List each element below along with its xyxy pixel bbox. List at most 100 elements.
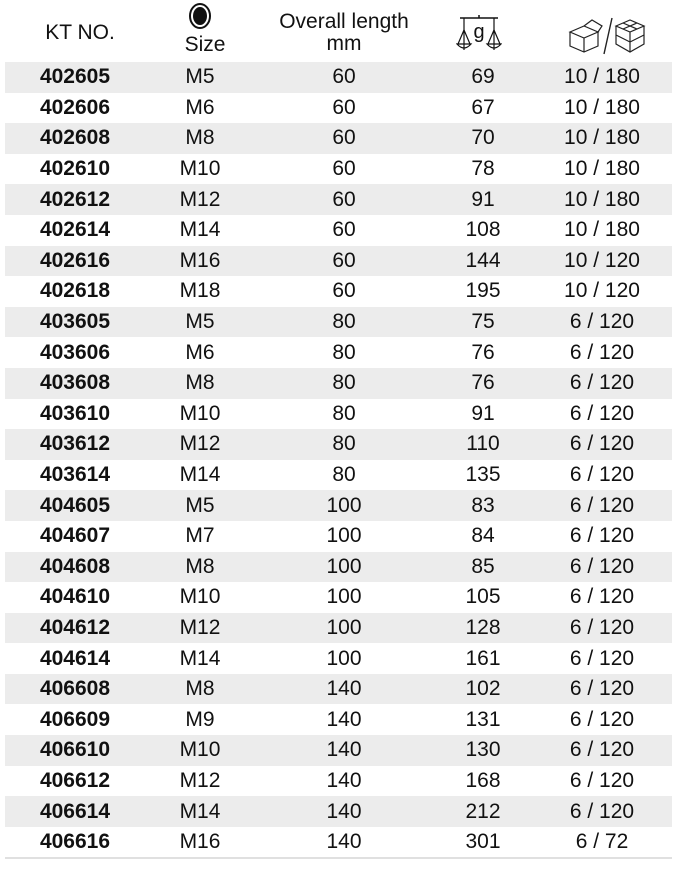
cell-packing: 10 / 180: [564, 157, 640, 181]
cell-size: M12: [179, 768, 221, 792]
cell-weight: 168: [465, 768, 501, 792]
cell-kt-no: 404608: [39, 554, 111, 578]
cell-size: M8: [185, 677, 215, 701]
cell-size: M6: [185, 340, 215, 364]
table-row: 404608 M8 100 85 6 / 120: [5, 551, 672, 583]
cell-packing: 6 / 120: [569, 738, 635, 762]
cell-packing: 10 / 180: [564, 126, 640, 150]
header-length-line2: mm: [326, 32, 362, 55]
cell-weight: 83: [471, 493, 495, 517]
cell-overall-length: 60: [332, 95, 356, 119]
cell-kt-no: 404612: [39, 615, 111, 639]
cell-kt-no: 406610: [39, 738, 111, 762]
cell-weight: 75: [471, 310, 495, 334]
cell-size: M10: [179, 585, 221, 609]
cell-packing: 6 / 72: [575, 830, 629, 854]
header-kt-no: KT NO.: [45, 21, 115, 44]
cell-overall-length: 80: [332, 310, 356, 334]
cell-kt-no: 406609: [39, 707, 111, 731]
cell-size: M10: [179, 738, 221, 762]
cell-overall-length: 100: [326, 646, 362, 670]
cell-weight: 76: [471, 340, 495, 364]
header-size: Size: [184, 33, 226, 56]
cell-kt-no: 402614: [39, 218, 111, 242]
cell-size: M14: [179, 218, 221, 242]
cell-packing: 6 / 120: [569, 432, 635, 456]
cell-overall-length: 80: [332, 432, 356, 456]
table-row: 406610 M10 140 130 6 / 120: [5, 735, 672, 766]
cell-weight: 67: [471, 95, 495, 119]
cell-weight: 85: [471, 554, 495, 578]
cell-packing: 10 / 120: [564, 279, 640, 303]
cell-size: M5: [185, 310, 215, 334]
table-row: 403612 M12 80 110 6 / 120: [5, 429, 672, 460]
table-row: 402605 M5 60 69 10 / 180: [5, 62, 672, 93]
table-row: 404612 M12 100 128 6 / 120: [5, 612, 672, 644]
cell-weight: 108: [465, 218, 501, 242]
cell-packing: 6 / 120: [569, 799, 635, 823]
cell-kt-no: 402608: [39, 126, 111, 150]
cell-packing: 6 / 120: [569, 768, 635, 792]
table-header: KT NO. Size Overall length mm g: [0, 0, 677, 62]
cell-size: M10: [179, 157, 221, 181]
table-row: 406612 M12 140 168 6 / 120: [5, 766, 672, 797]
cell-packing: 10 / 180: [564, 95, 640, 119]
svg-text:g: g: [473, 21, 484, 43]
cell-kt-no: 403610: [39, 401, 111, 425]
cell-packing: 10 / 180: [564, 187, 640, 211]
cell-weight: 78: [471, 157, 495, 181]
cell-packing: 6 / 120: [569, 340, 635, 364]
cell-kt-no: 406612: [39, 768, 111, 792]
cell-packing: 6 / 120: [569, 646, 635, 670]
cell-kt-no: 406608: [39, 677, 111, 701]
cell-packing: 10 / 120: [564, 248, 640, 272]
cell-packing: 6 / 120: [569, 615, 635, 639]
table-row: 406609 M9 140 131 6 / 120: [5, 704, 672, 735]
table-row: 406614 M14 140 212 6 / 120: [5, 796, 672, 827]
cell-packing: 6 / 120: [569, 463, 635, 487]
cell-kt-no: 402605: [39, 65, 111, 89]
cell-kt-no: 404607: [39, 524, 111, 548]
table-row: 403614 M14 80 135 6 / 120: [5, 460, 672, 491]
cell-kt-no: 403605: [39, 310, 111, 334]
cell-kt-no: 402610: [39, 157, 111, 181]
cell-overall-length: 60: [332, 218, 356, 242]
cell-weight: 70: [471, 126, 495, 150]
cell-packing: 6 / 120: [569, 524, 635, 548]
cell-kt-no: 403614: [39, 463, 111, 487]
cell-weight: 105: [465, 585, 501, 609]
cell-overall-length: 80: [332, 371, 356, 395]
cell-overall-length: 60: [332, 248, 356, 272]
cell-kt-no: 402618: [39, 279, 111, 303]
balance-scale-icon: g: [456, 15, 502, 50]
table-row: 402618 M18 60 195 10 / 120: [5, 276, 672, 307]
cell-overall-length: 60: [332, 126, 356, 150]
cell-size: M8: [185, 126, 215, 150]
twelve-point-socket-icon: [189, 3, 211, 29]
cell-weight: 195: [465, 279, 501, 303]
cell-size: M18: [179, 279, 221, 303]
table-row: 406608 M8 140 102 6 / 120: [5, 673, 672, 705]
cell-kt-no: 406616: [39, 830, 111, 854]
cell-packing: 6 / 120: [569, 401, 635, 425]
cell-kt-no: 406614: [39, 799, 111, 823]
cell-weight: 130: [465, 738, 501, 762]
cell-kt-no: 404610: [39, 585, 111, 609]
cell-size: M14: [179, 463, 221, 487]
cell-weight: 91: [471, 187, 495, 211]
cell-overall-length: 60: [332, 187, 356, 211]
table-row: 402616 M16 60 144 10 / 120: [5, 245, 672, 277]
cell-size: M6: [185, 95, 215, 119]
cell-kt-no: 403608: [39, 371, 111, 395]
cell-overall-length: 100: [326, 554, 362, 578]
cell-overall-length: 80: [332, 463, 356, 487]
cell-size: M8: [185, 371, 215, 395]
cell-size: M14: [179, 799, 221, 823]
box-carton-icon: [568, 17, 646, 55]
table-row: 404607 M7 100 84 6 / 120: [5, 521, 672, 552]
cell-overall-length: 100: [326, 524, 362, 548]
table-row: 402614 M14 60 108 10 / 180: [5, 215, 672, 246]
cell-weight: 131: [465, 707, 501, 731]
header-length-line1: Overall length: [279, 10, 409, 33]
table-row: 403605 M5 80 75 6 / 120: [5, 306, 672, 338]
